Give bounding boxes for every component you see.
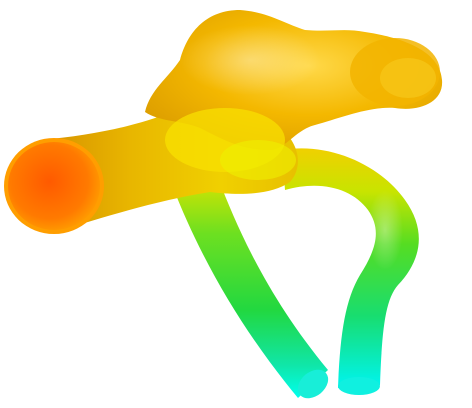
aneurysm-lobe-highlight bbox=[380, 58, 436, 98]
left-branch-vessel bbox=[172, 178, 328, 398]
branch-sheen bbox=[367, 190, 403, 270]
bifurcation-highlight-2 bbox=[220, 140, 296, 180]
inlet-face bbox=[8, 142, 100, 230]
surface-sheen bbox=[180, 25, 320, 95]
right-outlet bbox=[338, 377, 380, 395]
